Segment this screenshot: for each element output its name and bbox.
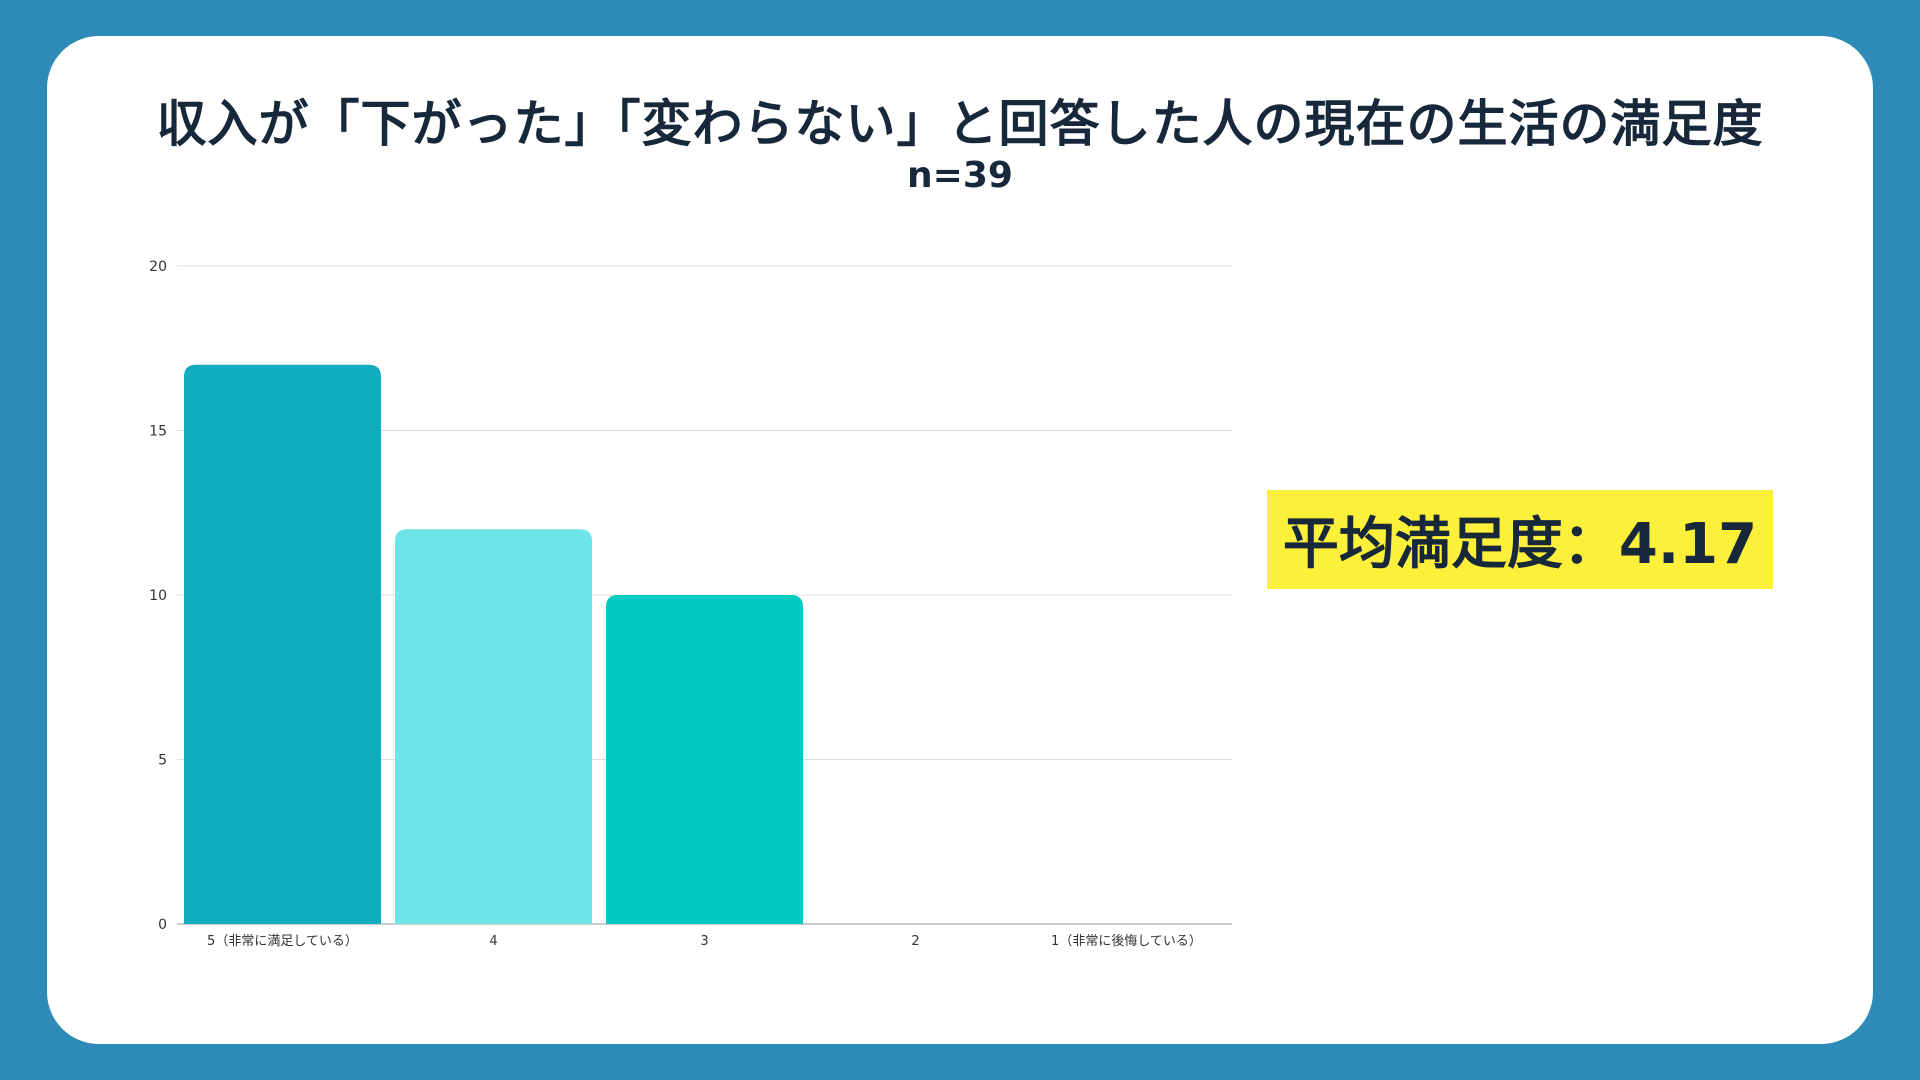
bar	[184, 364, 381, 924]
bar	[606, 595, 803, 924]
x-tick-label: 2	[911, 934, 919, 949]
y-tick-label: 20	[149, 259, 167, 275]
bar	[395, 529, 592, 924]
x-tick-label: 4	[489, 934, 497, 949]
x-tick-label: 3	[700, 934, 708, 949]
x-tick-label: 5（非常に満足している）	[207, 934, 358, 949]
sample-size: n=39	[907, 155, 1013, 196]
y-tick-label: 10	[149, 588, 167, 604]
chart-title: 収入が「下がった」「変わらない」と回答した人の現在の生活の満足度	[156, 95, 1764, 153]
x-tick-label: 1（非常に後悔している）	[1051, 934, 1202, 949]
average-satisfaction-box: 平均満足度：4.17	[1267, 490, 1773, 589]
y-tick-label: 15	[149, 424, 167, 440]
average-satisfaction-label: 平均満足度：4.17	[1282, 512, 1758, 577]
y-tick-label: 0	[158, 917, 167, 933]
y-tick-label: 5	[158, 753, 167, 769]
